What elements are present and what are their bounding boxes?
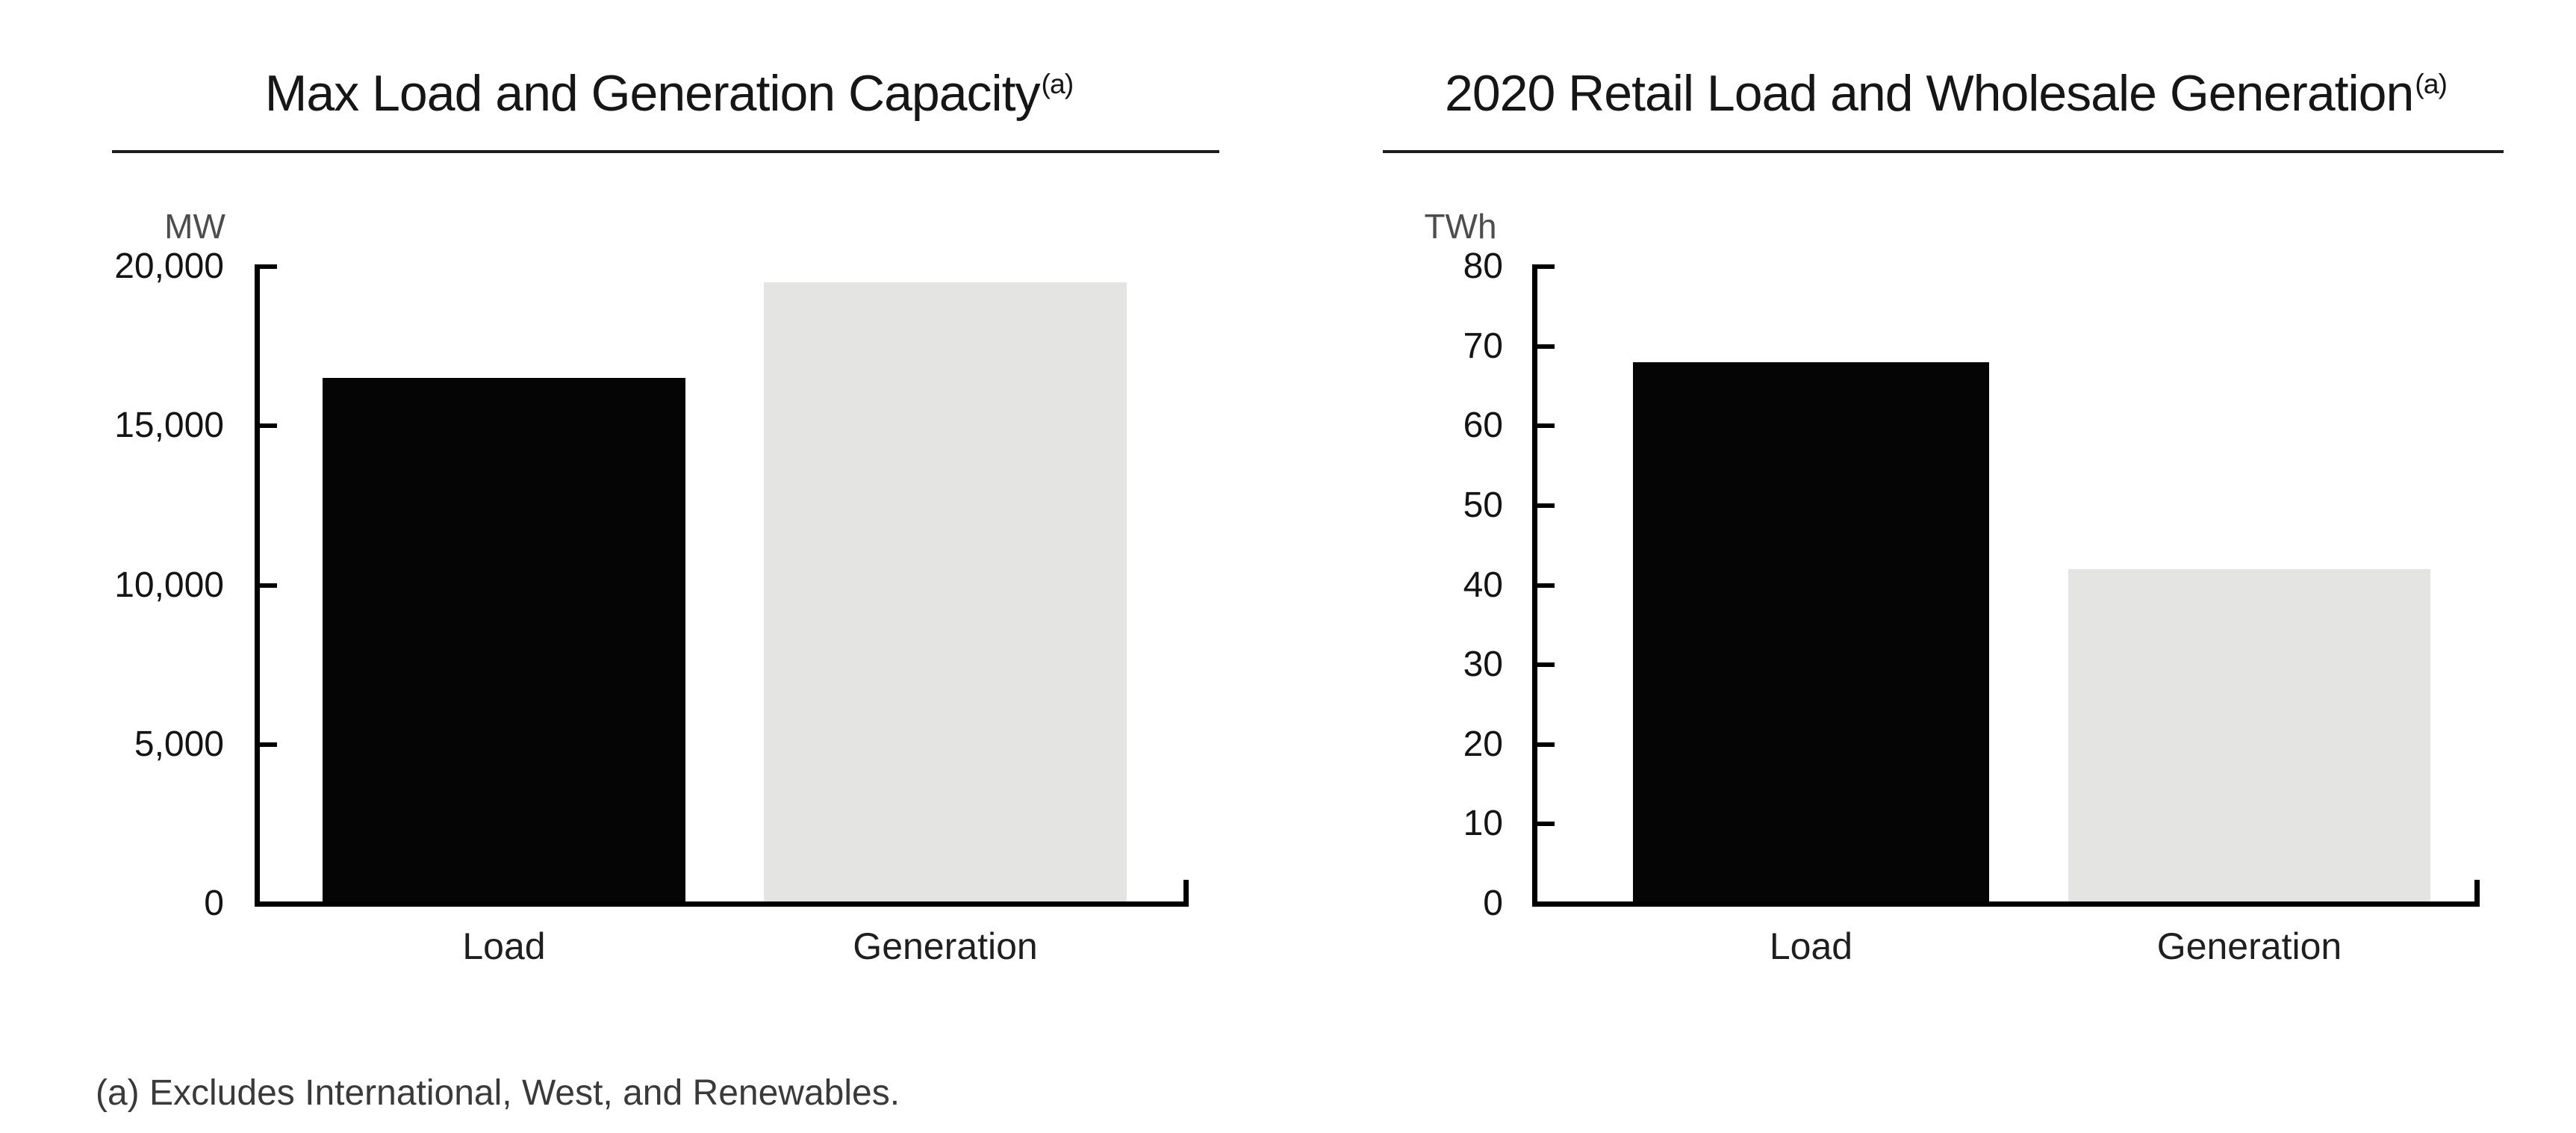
y-tick-label: 60 <box>1463 406 1503 446</box>
y-axis-unit-label: TWh <box>1424 207 1497 246</box>
y-tick-label: 10 <box>1463 804 1503 844</box>
x-axis-end-tick <box>1183 880 1189 904</box>
x-category-label: Load <box>1769 925 1853 967</box>
y-tick-mark <box>1532 662 1555 668</box>
y-axis-line <box>1532 265 1537 907</box>
x-category-label: Load <box>462 925 546 967</box>
bar-load <box>323 378 685 906</box>
y-tick-label: 15,000 <box>114 406 224 446</box>
y-tick-label: 20,000 <box>114 246 224 286</box>
x-category-label: Generation <box>853 925 1038 967</box>
y-tick-label: 70 <box>1463 326 1503 366</box>
x-axis-line <box>1532 901 2480 907</box>
chart-title-text: Max Load and Generation Capacity <box>264 65 1041 122</box>
x-category-label: Generation <box>2156 925 2342 967</box>
y-tick-label: 0 <box>204 884 224 923</box>
chart-title-superscript: (a) <box>2415 67 2448 99</box>
chart-title-superscript: (a) <box>1041 67 1074 99</box>
title-rule <box>112 150 1219 153</box>
y-tick-label: 50 <box>1463 485 1503 525</box>
y-tick-label: 80 <box>1463 246 1503 286</box>
chart-title: Max Load and Generation Capacity(a) <box>264 64 1074 122</box>
footnote: (a) Excludes International, West, and Re… <box>96 1073 900 1113</box>
y-tick-mark <box>1532 264 1555 269</box>
y-tick-mark <box>1532 742 1555 747</box>
y-tick-mark <box>1532 503 1555 508</box>
title-rule <box>1383 150 2504 153</box>
y-tick-label: 30 <box>1463 645 1503 685</box>
y-tick-mark <box>255 742 277 747</box>
y-tick-mark <box>1532 344 1555 349</box>
y-tick-mark <box>1532 583 1555 588</box>
y-tick-label: 40 <box>1463 565 1503 605</box>
bar-load <box>1633 361 1989 906</box>
chart-title-text: 2020 Retail Load and Wholesale Generatio… <box>1445 65 2414 122</box>
y-tick-label: 0 <box>1483 884 1503 923</box>
bar-generation <box>2068 569 2430 906</box>
y-tick-mark <box>255 423 277 429</box>
x-axis-line <box>255 901 1189 907</box>
y-tick-mark <box>1532 822 1555 827</box>
y-axis-unit-label: MW <box>164 207 225 246</box>
y-tick-label: 10,000 <box>114 565 224 605</box>
y-tick-label: 20 <box>1463 724 1503 764</box>
x-axis-end-tick <box>2474 880 2480 904</box>
y-axis-line <box>255 265 260 907</box>
y-tick-mark <box>255 583 277 588</box>
chart-title: 2020 Retail Load and Wholesale Generatio… <box>1445 64 2448 122</box>
bar-generation <box>764 282 1127 906</box>
y-tick-label: 5,000 <box>134 724 224 764</box>
y-tick-mark <box>1532 423 1555 429</box>
y-tick-mark <box>255 264 277 269</box>
